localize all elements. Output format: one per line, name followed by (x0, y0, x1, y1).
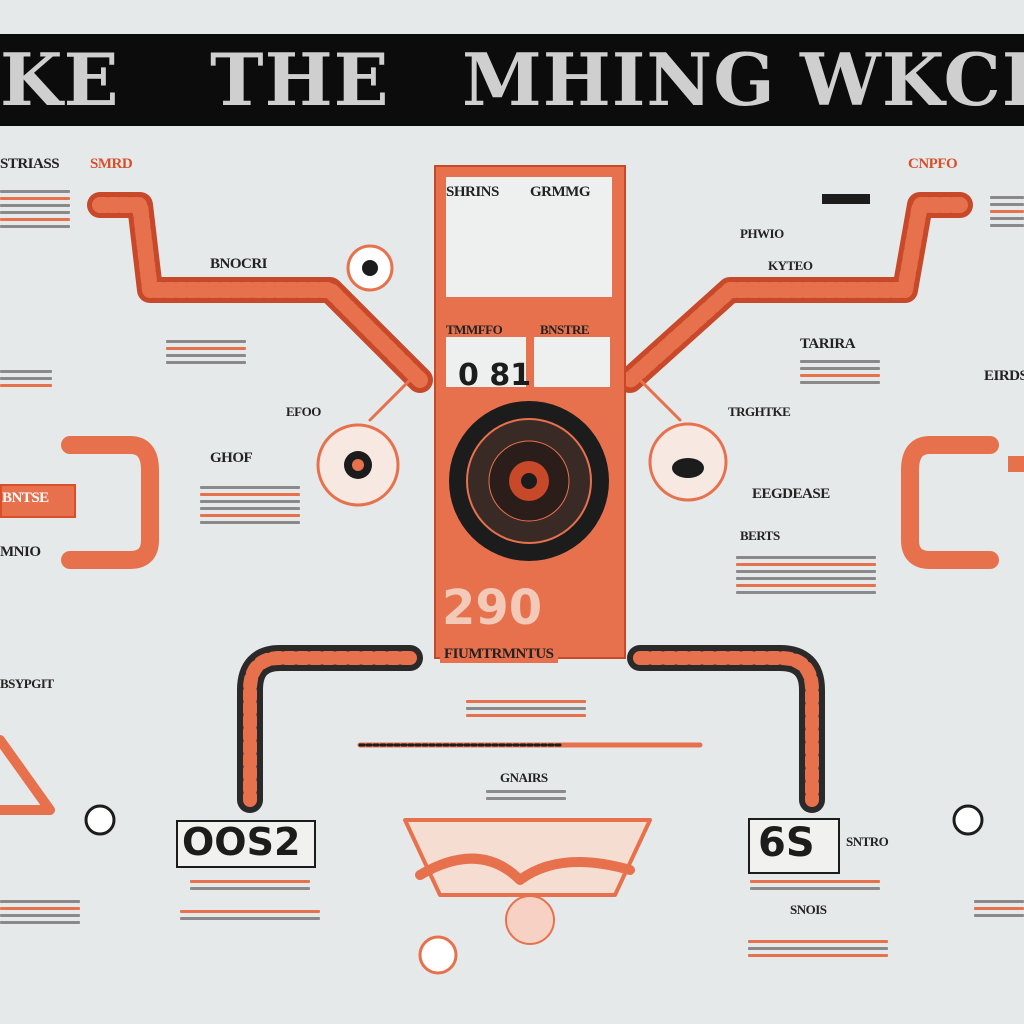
title-part-2: THE (210, 37, 390, 122)
left-box-label: BNTSE (2, 490, 49, 506)
right-counter-box (748, 818, 840, 874)
right-text-block-1 (800, 360, 880, 388)
right-text-block-3 (990, 196, 1024, 231)
center-label-1: SHRINS (446, 184, 499, 200)
right-label-5: EEGDEASE (752, 486, 830, 502)
title-part-3: MHING (462, 37, 776, 122)
right-label-6: TRGHTKE (728, 404, 791, 419)
center-label-4: BNSTRE (540, 322, 590, 337)
title-banner (0, 34, 1024, 126)
center-text-block-2 (486, 790, 566, 804)
top-right-mark (822, 194, 870, 204)
right-text-block-5 (748, 940, 888, 961)
central-panel-right (534, 337, 610, 387)
right-label-4: TARIRA (800, 336, 856, 352)
left-label-3: BNOCRI (210, 256, 268, 272)
right-label-8: EIRDSAE (984, 368, 1024, 384)
left-label-5: EFOO (286, 404, 321, 419)
right-text-block-4 (750, 880, 880, 894)
title-part-1: KE (0, 37, 120, 122)
left-text-block-3 (200, 486, 300, 528)
right-label-7: BERTS (740, 528, 780, 543)
center-label-5: GNAIRS (500, 770, 548, 785)
left-text-block-4 (0, 370, 52, 391)
left-text-block-5 (190, 880, 310, 894)
left-text-block-7 (180, 910, 320, 924)
center-text-block (466, 700, 586, 721)
right-box-label: SNTRO (846, 834, 889, 849)
left-counter-box (176, 820, 316, 868)
center-bar-label: FIUMTRMNTUS (440, 646, 558, 663)
left-label-2: SMRD (90, 156, 133, 172)
right-number: 6S (758, 820, 815, 866)
right-text-block-2 (736, 556, 876, 598)
left-label-7: BSYPGIT (0, 676, 54, 691)
left-label-4: GHOF (210, 450, 253, 466)
right-label-1: CNPFO (908, 156, 958, 172)
central-panel-left (446, 337, 526, 387)
right-text-block-6 (974, 900, 1024, 921)
title-part-4: WKCHE (800, 37, 1024, 122)
left-tag-box (0, 484, 76, 518)
center-label-3: TMMFFO (446, 322, 503, 337)
left-label-1: STRIASS (0, 156, 60, 172)
left-text-block-6 (0, 900, 80, 928)
right-edge-mark (1008, 456, 1024, 472)
central-rotor-icon (449, 401, 609, 561)
center-label-2: GRMMG (530, 184, 590, 200)
left-text-block-1 (0, 190, 70, 232)
left-text-block-2 (166, 340, 246, 368)
center-number: 290 (442, 580, 543, 636)
center-count: 0 81 (458, 358, 532, 393)
left-label-6: MNIO (0, 544, 41, 560)
central-display (446, 177, 612, 297)
right-label-9: SNOIS (790, 902, 827, 917)
left-number: OOS2 (182, 820, 301, 864)
right-label-3: KYTEO (768, 258, 813, 273)
right-label-2: PHWIO (740, 226, 784, 241)
